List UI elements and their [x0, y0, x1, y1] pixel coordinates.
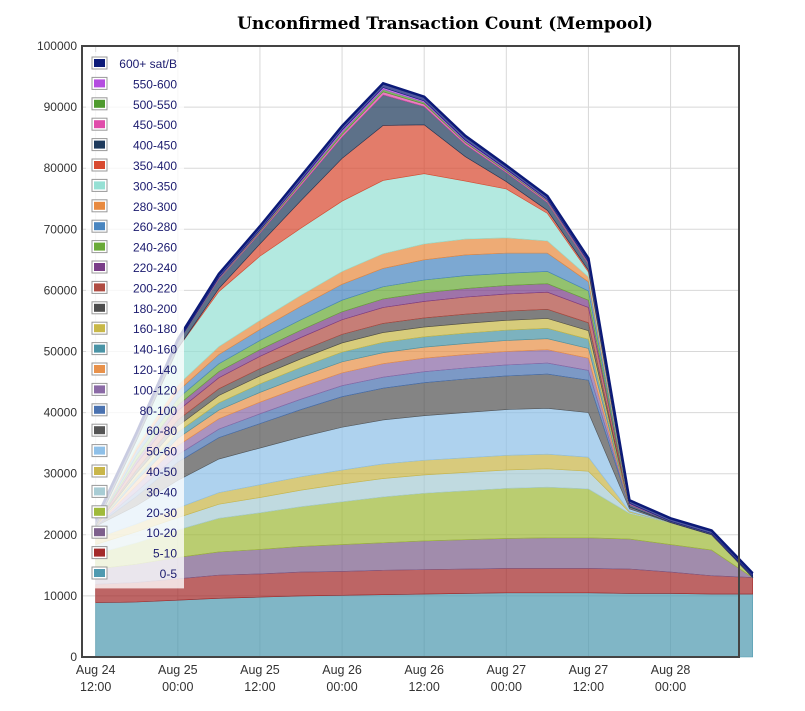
legend-swatch — [94, 120, 105, 129]
legend-swatch — [94, 405, 105, 414]
legend-label: 240-260 — [133, 241, 177, 255]
legend-label: 140-160 — [133, 343, 177, 357]
x-tick-sublabel: 12:00 — [80, 680, 111, 694]
legend-swatch — [94, 487, 105, 496]
legend-label: 30-40 — [146, 485, 177, 499]
legend-label: 60-80 — [146, 424, 177, 438]
legend-label: 10-20 — [146, 526, 177, 540]
legend-swatch — [94, 446, 105, 455]
legend-label: 5-10 — [153, 547, 177, 561]
legend-label: 40-50 — [146, 465, 177, 479]
x-tick-label: Aug 25 — [158, 663, 198, 677]
legend-label: 300-350 — [133, 179, 177, 193]
x-tick-label: Aug 27 — [487, 663, 527, 677]
legend-swatch — [94, 59, 105, 67]
y-tick-label: 50000 — [44, 345, 78, 359]
legend-swatch — [94, 201, 105, 210]
legend-swatch — [94, 242, 105, 251]
legend-swatch — [94, 548, 105, 557]
legend-swatch — [94, 99, 105, 108]
y-tick-label: 40000 — [44, 406, 78, 420]
x-tick-sublabel: 12:00 — [409, 680, 440, 694]
stacked-areas — [95, 82, 754, 658]
x-tick-sublabel: 12:00 — [573, 680, 604, 694]
x-tick-sublabel: 00:00 — [326, 680, 357, 694]
y-tick-label: 60000 — [44, 283, 78, 297]
legend-swatch — [94, 161, 105, 169]
x-tick-label: Aug 26 — [404, 663, 444, 677]
y-tick-label: 70000 — [44, 222, 78, 236]
legend-label: 550-600 — [133, 77, 177, 91]
legend-swatch — [94, 283, 105, 292]
legend-swatch — [94, 140, 105, 149]
legend-label: 280-300 — [133, 200, 177, 214]
legend: 600+ sat/B 550-600 500-550 450-500 400-450 35… — [86, 52, 184, 589]
axes: 0 10000 20000 30000 40000 50000 60000 70000 8000… — [37, 39, 690, 694]
y-tick-label: 100000 — [37, 39, 77, 53]
area-0-5 — [95, 592, 753, 658]
legend-swatch — [94, 467, 105, 475]
chart-title: Unconfirmed Transaction Count (Mempool) — [237, 14, 653, 34]
legend-label: 450-500 — [133, 118, 177, 132]
x-tick-label: Aug 24 — [76, 663, 116, 677]
legend-swatch — [94, 79, 105, 88]
legend-label: 180-200 — [133, 302, 177, 316]
legend-label: 200-220 — [133, 281, 177, 295]
y-tick-label: 0 — [70, 650, 77, 664]
legend-swatch — [94, 181, 105, 190]
legend-label: 600+ sat/B — [119, 57, 177, 71]
legend-label: 100-120 — [133, 383, 177, 397]
total-line — [94, 81, 754, 575]
x-tick-label: Aug 28 — [651, 663, 691, 677]
legend-swatch — [94, 507, 105, 516]
legend-label: 50-60 — [146, 445, 177, 459]
legend-label: 20-30 — [146, 506, 177, 520]
legend-label: 500-550 — [133, 98, 177, 112]
y-tick-label: 80000 — [44, 161, 78, 175]
legend-label: 350-400 — [133, 159, 177, 173]
legend-swatch — [94, 222, 105, 231]
x-tick-label: Aug 25 — [240, 663, 280, 677]
legend-swatch — [94, 344, 105, 353]
legend-swatch — [94, 569, 105, 577]
legend-swatch — [94, 426, 105, 435]
legend-label: 400-450 — [133, 139, 177, 153]
y-tick-label: 30000 — [44, 467, 78, 481]
total-outline — [94, 81, 754, 575]
legend-swatch — [94, 365, 105, 373]
x-tick-label: Aug 27 — [569, 663, 609, 677]
legend-label: 260-280 — [133, 220, 177, 234]
legend-label: 0-5 — [160, 567, 178, 581]
legend-label: 80-100 — [140, 404, 178, 418]
x-tick-sublabel: 00:00 — [162, 680, 193, 694]
legend-swatch — [94, 303, 105, 312]
legend-label: 220-240 — [133, 261, 177, 275]
legend-swatch — [94, 324, 105, 333]
legend-label: 160-180 — [133, 322, 177, 336]
y-tick-label: 10000 — [44, 589, 78, 603]
legend-swatch — [94, 385, 105, 394]
y-tick-label: 90000 — [44, 100, 78, 114]
x-tick-sublabel: 12:00 — [244, 680, 275, 694]
plot-frame — [81, 45, 740, 658]
legend-label: 120-140 — [133, 363, 177, 377]
x-tick-sublabel: 00:00 — [655, 680, 686, 694]
legend-swatch — [94, 528, 105, 537]
y-tick-label: 20000 — [44, 528, 78, 542]
x-tick-label: Aug 26 — [322, 663, 362, 677]
x-tick-sublabel: 00:00 — [491, 680, 522, 694]
legend-swatch — [94, 263, 105, 271]
